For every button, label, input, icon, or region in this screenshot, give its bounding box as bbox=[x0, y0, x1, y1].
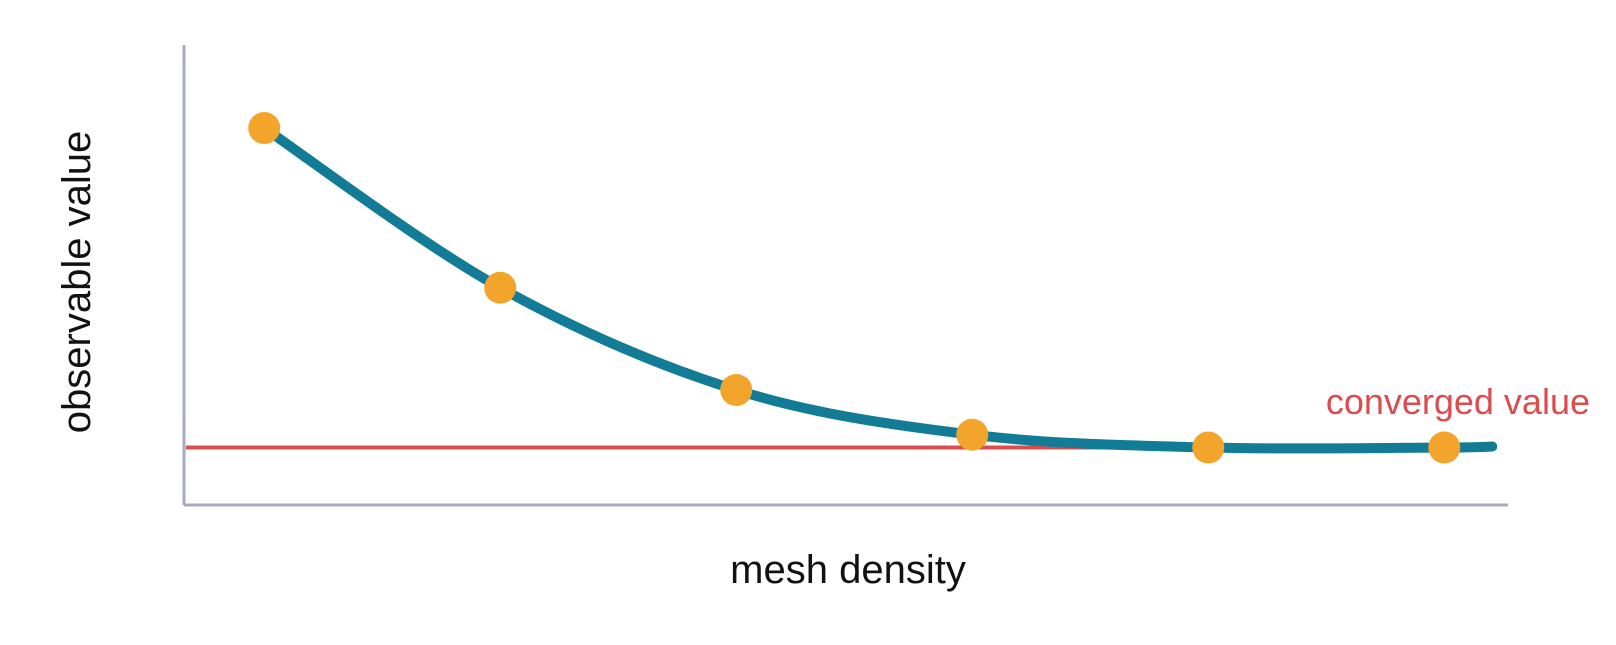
data-point bbox=[1192, 431, 1225, 464]
data-point bbox=[720, 374, 753, 406]
y-axis-label: observable value bbox=[55, 131, 99, 433]
data-point bbox=[1428, 431, 1461, 464]
x-axis-label: mesh density bbox=[730, 548, 966, 592]
data-point bbox=[248, 112, 281, 145]
data-point bbox=[956, 418, 989, 451]
series-line bbox=[259, 123, 1498, 454]
reference-line-label: converged value bbox=[1326, 381, 1590, 422]
data-point bbox=[484, 271, 517, 304]
